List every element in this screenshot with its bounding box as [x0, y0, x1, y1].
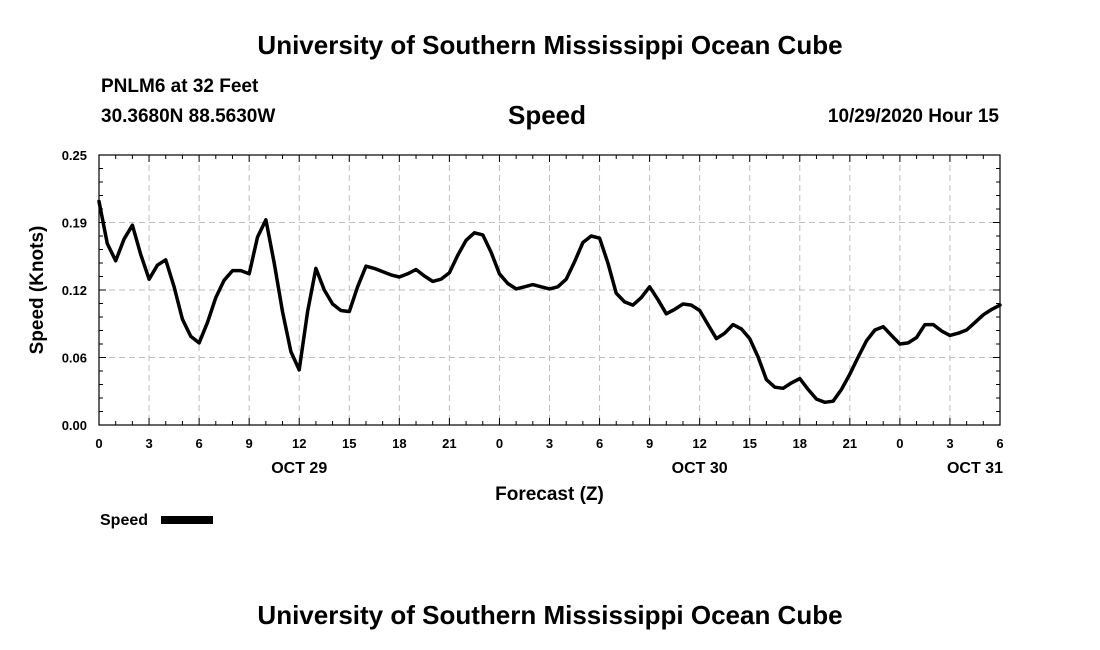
x-tick-label: 21 [843, 436, 857, 451]
x-tick-label: 12 [692, 436, 706, 451]
chart-title-bottom: University of Southern Mississippi Ocean… [257, 600, 843, 630]
y-tick-label: 0.12 [62, 283, 87, 298]
y-axis-title: Speed (Knots) [27, 226, 48, 355]
chart-title-top: University of Southern Mississippi Ocean… [257, 30, 843, 60]
station-label: PNLM6 at 32 Feet [101, 76, 259, 97]
location-label: 30.3680N 88.5630W [101, 106, 276, 127]
y-tick-label: 0.19 [62, 216, 87, 231]
chart-subtitle: Speed [508, 100, 587, 130]
x-tick-label: 9 [246, 436, 253, 451]
x-tick-label: 9 [646, 436, 653, 451]
date-label: OCT 30 [672, 460, 728, 477]
x-tick-label: 6 [996, 436, 1003, 451]
x-tick-label: 6 [195, 436, 202, 451]
legend-swatch [161, 516, 213, 524]
grid-lines [99, 155, 1000, 425]
x-tick-label: 18 [392, 436, 406, 451]
x-tick-label: 3 [145, 436, 152, 451]
datetime-label: 10/29/2020 Hour 15 [827, 106, 999, 127]
x-axis-title: Forecast (Z) [495, 484, 604, 505]
y-tick-label: 0.00 [62, 418, 87, 433]
legend-label: Speed [100, 512, 148, 529]
series-layer [97, 199, 1002, 405]
legend: Speed [100, 512, 213, 529]
x-tick-label: 3 [946, 436, 953, 451]
x-tick-label: 0 [896, 436, 903, 451]
y-tick-label: 0.25 [62, 148, 87, 163]
x-tick-label: 6 [596, 436, 603, 451]
x-tick-label: 21 [442, 436, 456, 451]
x-tick-label: 12 [292, 436, 306, 451]
y-tick-label: 0.06 [62, 351, 87, 366]
x-tick-label: 0 [496, 436, 503, 451]
x-tick-label: 15 [742, 436, 756, 451]
x-tick-label: 18 [793, 436, 807, 451]
speed-series-line [97, 199, 1002, 405]
x-tick-label: 3 [546, 436, 553, 451]
x-tick-label: 15 [342, 436, 356, 451]
axis-labels: 0.00 0.06 0.12 0.19 0.25 0 3 6 9 12 15 18 21 0 3 6 9 12 15… [27, 148, 1004, 505]
x-tick-label: 0 [95, 436, 102, 451]
date-label: OCT 29 [271, 460, 327, 477]
date-label: OCT 31 [947, 460, 1003, 477]
